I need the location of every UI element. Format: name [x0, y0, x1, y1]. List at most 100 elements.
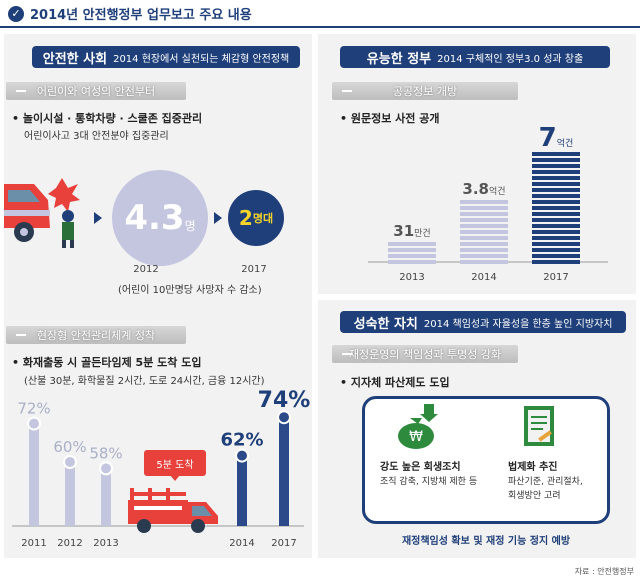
bar-stripe [460, 212, 508, 216]
safe-bullet-2-desc: (산불 30분, 화학물질 2시간, 도로 24시간, 금융 12시간) [24, 376, 265, 387]
bar-stripe [532, 206, 580, 210]
gov-bullet-1: • 원문정보 사전 공개 [340, 112, 440, 125]
bar-cap-2012 [63, 455, 77, 469]
bar-2013 [388, 242, 436, 264]
value-label-2014: 62% [220, 430, 263, 451]
bar-stripe [532, 230, 580, 234]
autonomy-sub-heading: 재정운영의 책임성과 투명성 강화 [332, 345, 518, 363]
mature-autonomy-pill: 성숙한 자치 2014 책임성과 자율성을 한층 높인 지방자치 [340, 311, 626, 333]
bar-stripe [460, 248, 508, 252]
year-tick-2017: 2017 [271, 538, 296, 549]
bar-stripe [460, 254, 508, 258]
arrow-right-icon [94, 212, 102, 224]
bar-stripe [532, 200, 580, 204]
bar-stripe [532, 242, 580, 246]
bar-stripe [460, 218, 508, 222]
arrow-right-icon [214, 212, 222, 224]
value-label-2013: 31만건 [393, 222, 430, 240]
stat-2012-circle: 4.3 명 [112, 170, 208, 266]
year-tick-2014: 2014 [471, 272, 496, 283]
fire-truck-icon [128, 488, 218, 533]
value-label-2017: 74% [258, 390, 311, 413]
bar-stripe [532, 188, 580, 192]
safe-bullet-1-desc: 어린이사고 3대 안전분야 집중관리 [24, 131, 169, 142]
recovery-measure-title: 강도 높은 회생조치 [380, 462, 461, 473]
legislation-desc-2: 회생방안 고려 [508, 491, 561, 501]
safe-society-pill: 안전한 사회 2014 현장에서 실천되는 체감형 안전정책 [32, 46, 300, 68]
bar-stripe [460, 260, 508, 264]
safe-caption: (어린이 10만명당 사망자 수 감소) [118, 285, 262, 296]
bar-stripe [388, 260, 436, 264]
bar-2012 [65, 462, 75, 526]
bar-stripe [532, 218, 580, 222]
autonomy-bullet-1: • 지자체 파산제도 도입 [340, 376, 450, 389]
bar-cap-2013 [99, 461, 113, 476]
recovery-measure-desc: 조직 감축, 지방채 제한 등 [380, 477, 478, 487]
bar-stripe [532, 260, 580, 264]
legislation-desc-1: 파산기준, 관리절차, [508, 477, 583, 487]
info-disclosure-chart: 31만건 2013 3.8억건 2014 7억건 2017 [368, 123, 608, 283]
bar-stripe [460, 236, 508, 240]
bar-stripe [532, 236, 580, 240]
safe-bullet-2: • 화재출동 시 골든타임제 5분 도착 도입 [12, 356, 202, 369]
bar-2014 [460, 200, 508, 264]
value-label-2013: 58% [89, 444, 122, 462]
bar-stripe [532, 248, 580, 252]
bar-stripe [532, 182, 580, 186]
bar-2014 [237, 455, 247, 526]
year-label-2017: 2017 [241, 264, 267, 275]
year-label-2012: 2012 [133, 264, 159, 275]
bar-2017 [532, 152, 580, 264]
car-accident-illustration [4, 178, 80, 248]
bar-stripe [532, 152, 580, 156]
bar-stripe [532, 254, 580, 258]
svg-text:₩: ₩ [409, 429, 423, 445]
page-title: ✓ 2014년 안전행정부 업무보고 주요 내용 [8, 4, 252, 23]
bar-stripe [532, 212, 580, 216]
year-tick-2013: 2013 [399, 272, 424, 283]
bar-stripe [388, 254, 436, 258]
safe-bullet-1: • 놀이시설 · 통학차량 · 스쿨존 집중관리 [12, 112, 203, 125]
bar-stripe [460, 230, 508, 234]
year-tick-2014: 2014 [229, 538, 254, 549]
year-tick-2013: 2013 [93, 538, 118, 549]
year-tick-2017: 2017 [543, 272, 568, 283]
bar-stripe [460, 224, 508, 228]
year-tick-2011: 2011 [21, 538, 46, 549]
header-divider [0, 26, 640, 28]
golden-time-chart: 72% 2011 60% 2012 58% 2013 62% 2014 74% 2017 [12, 390, 311, 549]
bar-2011 [29, 423, 39, 526]
five-minute-badge: 5분 도착 [144, 450, 206, 476]
bar-2013 [101, 468, 111, 526]
bar-stripe [532, 224, 580, 228]
value-label-2014: 3.8억건 [462, 180, 505, 198]
bar-stripe [388, 248, 436, 252]
bar-2017 [279, 417, 289, 526]
bar-stripe [532, 164, 580, 168]
bar-stripe [532, 176, 580, 180]
value-label-2012: 60% [53, 438, 86, 456]
law-document-icon [524, 406, 554, 446]
bar-stripe [532, 158, 580, 162]
source-label: 자료 : 안전행정부 [574, 567, 634, 576]
bar-stripe [388, 242, 436, 246]
capable-gov-pill: 유능한 정부 2014 구체적인 정부3.0 성과 창출 [340, 46, 610, 68]
legislation-title: 법제화 추진 [508, 462, 558, 473]
year-tick-2012: 2012 [57, 538, 82, 549]
bottom-note: 재정책임성 확보 및 재정 기능 정지 예방 [401, 536, 571, 547]
safe-sub-heading-2: 현장형 안전관리체계 정착 [6, 326, 186, 344]
bar-stripe [532, 170, 580, 174]
stat-2017-circle: 2 명대 [228, 190, 284, 246]
value-label-2017: 7억건 [539, 123, 574, 153]
bar-cap-2011 [27, 416, 41, 431]
bar-cap-2017 [277, 410, 291, 425]
bar-stripe [460, 206, 508, 210]
safe-sub-heading-1: 어린이와 여성의 안전부터 [6, 82, 186, 100]
check-icon: ✓ [8, 5, 24, 22]
bar-cap-2014 [235, 448, 249, 463]
badge-pointer-icon [170, 475, 180, 481]
gov-sub-heading: 공공정보 개방 [332, 82, 518, 100]
bar-stripe [460, 242, 508, 246]
bankruptcy-box [362, 396, 610, 524]
money-bag-icon: ₩ [398, 404, 438, 449]
